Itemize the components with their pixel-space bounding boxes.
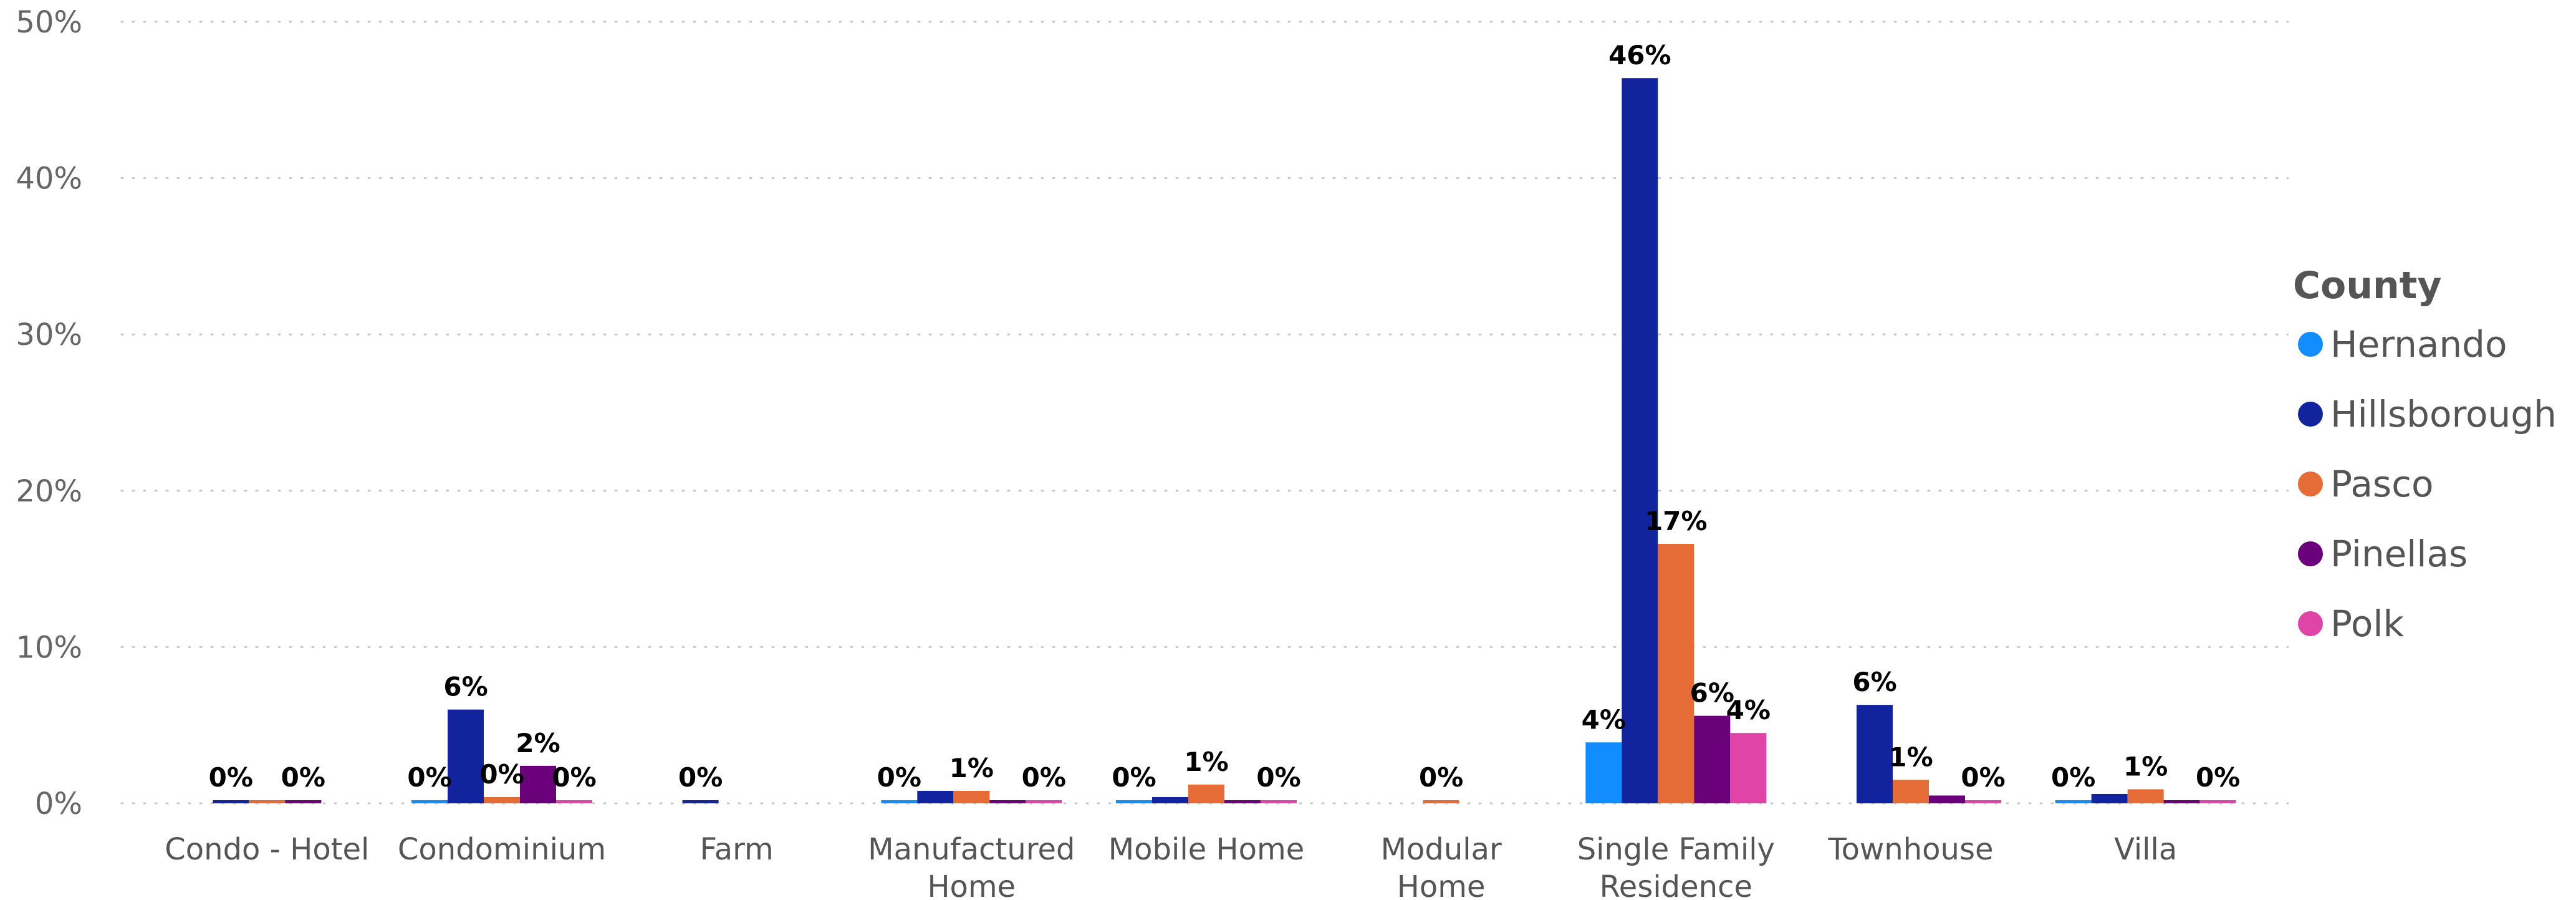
legend-entry: Hernando [2330,323,2507,365]
x-tick-label: Townhouse [1828,832,1994,867]
bars [213,78,2236,803]
data-label: 4% [1726,695,1771,725]
bar-pinellas [1224,800,1261,803]
data-label: 1% [2123,751,2168,781]
bar-polk [1730,733,1767,803]
legend-entry: Hillsborough [2330,393,2557,435]
data-label: 0% [877,762,921,793]
data-label: 0% [678,762,723,793]
data-label: 1% [1184,747,1228,777]
bar-hillsborough [448,709,484,803]
bar-pasco [484,796,520,803]
data-label: 2% [516,728,560,758]
data-label: 17% [1645,506,1708,536]
y-tick-label: 0% [35,786,82,821]
data-labels: 0% 0% 0%6%0%2%0% 0% 0% 1% 0% 0%1%0% 0%4%46%17%6%… [209,40,2241,793]
data-label: 0% [209,762,253,793]
legend-swatch [2298,402,2323,427]
legend-swatch [2298,332,2323,357]
bar-pasco [1658,544,1694,803]
bar-hernando [2055,800,2092,803]
y-tick-label: 50% [16,5,82,40]
bar-pasco [1893,780,1929,803]
x-tick-label: Farm [700,832,774,867]
data-label: 0% [2051,762,2095,793]
bar-hillsborough [1152,796,1188,803]
data-label: 0% [1022,762,1066,793]
data-label: 6% [1852,667,1896,697]
data-label: 0% [2196,762,2240,793]
legend: County Hernando Hillsborough Pasco Pinellas… [2293,264,2557,645]
x-tick-label: Condo - Hotel [165,832,369,867]
legend-swatch [2298,611,2323,636]
bar-polk [556,800,592,803]
bar-pasco [1423,800,1459,803]
data-label: 46% [1608,40,1671,70]
bar-pinellas [1929,795,1965,803]
data-label: 0% [552,762,596,793]
x-tick-label: Single Family Residence [1577,832,1775,900]
y-tick-label: 30% [16,317,82,352]
legend-entry: Pasco [2330,463,2434,505]
bar-hernando [881,800,918,803]
legend-swatch [2298,541,2323,566]
bar-hillsborough [1622,78,1658,803]
bar-polk [1965,800,2001,803]
bar-hernando [1585,742,1622,803]
bar-hillsborough [682,800,719,803]
bar-hillsborough [2091,793,2128,803]
bar-hillsborough [1857,705,1893,803]
bar-hernando [411,800,448,803]
bar-pinellas [1694,715,1731,803]
bar-hillsborough [917,790,954,803]
bar-polk [1026,800,1062,803]
data-label: 0% [479,759,524,790]
legend-title: County [2293,264,2441,307]
data-label: 6% [443,672,488,702]
x-tick-label: Villa [2114,832,2177,867]
bar-hernando [1116,800,1152,803]
data-label: 0% [1419,762,1463,793]
y-tick-label: 20% [16,474,82,509]
bar-pinellas [285,800,322,803]
x-tick-label: Mobile Home [1108,832,1304,867]
x-axis: Condo - Hotel Condominium Farm Manufactured… [165,832,2177,900]
y-tick-label: 40% [16,162,82,196]
bar-pasco [249,800,286,803]
bar-polk [2199,800,2236,803]
data-label: 0% [1961,762,2005,793]
y-tick-label: 10% [16,630,82,665]
data-label: 0% [281,762,325,793]
data-label: 1% [949,753,994,783]
x-tick-label: Modular Home [1381,832,1502,900]
data-label: 6% [1690,678,1734,709]
bar-polk [1261,800,1297,803]
y-axis: 0% 10% 20% 30% 40% 50% [16,5,82,821]
bar-pasco [2127,789,2164,803]
bar-pinellas [989,800,1026,803]
legend-entry: Pinellas [2330,533,2468,575]
legend-swatch [2298,472,2323,496]
bar-pinellas [520,765,556,803]
data-label: 0% [1256,762,1300,793]
legend-entry: Polk [2330,602,2405,645]
bar-pasco [953,790,990,803]
x-tick-label: Condominium [398,832,606,867]
bar-pasco [1188,784,1224,803]
x-tick-label: Manufactured Home [868,832,1075,900]
bar-hillsborough [213,800,249,803]
bar-pinellas [2163,800,2200,803]
data-label: 0% [1112,762,1156,793]
data-label: 4% [1582,704,1626,735]
data-label: 1% [1888,742,1933,772]
data-label: 0% [407,762,451,793]
